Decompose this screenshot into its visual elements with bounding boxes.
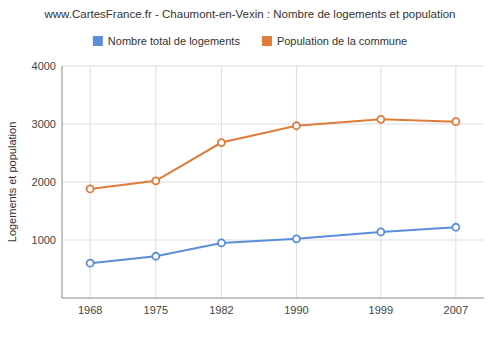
y-tick-label: 4000 [32,60,56,72]
x-tick-label: 1999 [369,304,393,316]
legend-item: Nombre total de logements [93,35,241,47]
y-grid-line [62,124,484,125]
title: www.CartesFrance.fr - Chaumont-en-Vexin … [43,8,455,20]
legend: Nombre total de logements Population de l… [93,35,407,47]
legend-swatch [262,36,272,46]
point [218,139,225,146]
point [293,235,300,242]
series-line [90,119,456,189]
y-tick-label: 2000 [32,176,56,188]
y-grid-line [62,182,484,183]
legend-label: Nombre total de logements [108,35,241,47]
point [452,118,459,125]
x-tick-label: 1968 [78,304,102,316]
y-grid-line [62,66,484,67]
plot-data [87,116,460,267]
point [293,122,300,129]
legend-swatch [93,36,103,46]
x-grid-line [296,66,297,298]
x-tick-label: 1982 [209,304,233,316]
x-tick-label: 1990 [284,304,308,316]
point [87,185,94,192]
point [87,260,94,267]
point [377,228,384,235]
x-grid-line [455,66,456,298]
y-axis-line [62,66,63,298]
chart: www.CartesFrance.fr - Chaumont-en-Vexin … [0,0,500,340]
point [152,253,159,260]
legend-item: Population de la commune [262,35,407,47]
y-tick-label: 1000 [32,234,56,246]
point [218,239,225,246]
series-line [90,227,456,263]
point [452,224,459,231]
grid [62,66,484,298]
x-tick-label: 1975 [144,304,168,316]
point [377,116,384,123]
y-axis-label: Logements et population [6,122,18,242]
x-grid-line [380,66,381,298]
legend-label: Population de la commune [277,35,407,47]
x-axis-line [62,298,484,299]
y-tick-label: 3000 [32,118,56,130]
x-grid-line [221,66,222,298]
x-tick-label: 2007 [444,304,468,316]
point [152,177,159,184]
